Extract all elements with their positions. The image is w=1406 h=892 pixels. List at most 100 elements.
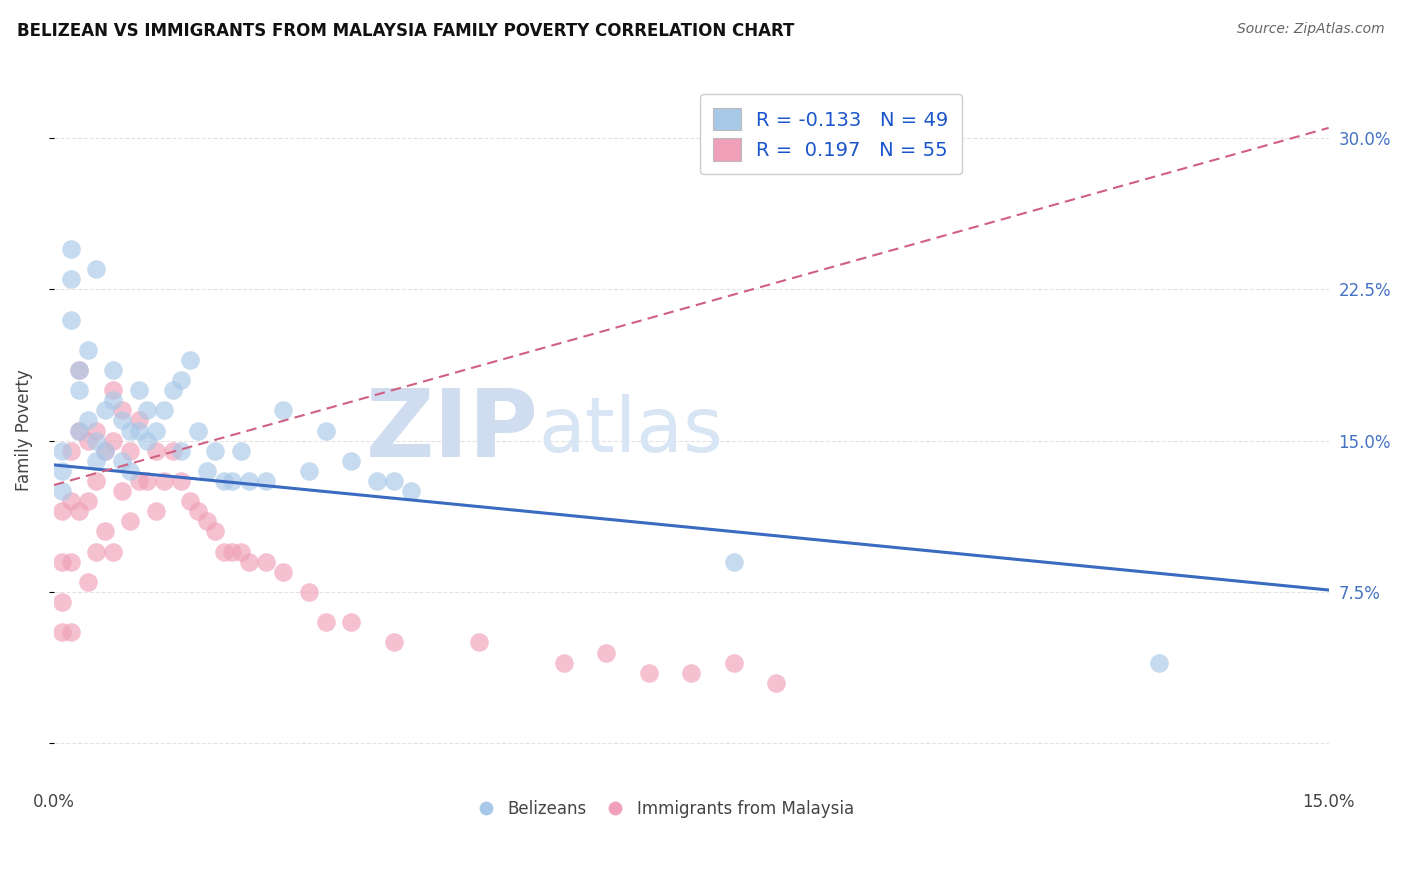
Point [51,504,73,518]
Point [94,443,117,458]
Point [315,424,337,438]
Point [59,242,82,256]
Point [187,504,209,518]
Point [120,515,142,529]
Point [128,424,150,438]
Point [120,424,142,438]
Point [136,474,159,488]
Point [723,656,745,670]
Point [162,443,184,458]
Point [51,464,73,478]
Point [145,443,167,458]
Point [340,454,363,468]
Point [128,474,150,488]
Point [298,585,321,599]
Text: ZIP: ZIP [366,384,538,476]
Point [51,555,73,569]
Point [170,373,193,387]
Point [59,272,82,286]
Point [254,555,277,569]
Point [179,353,201,368]
Point [681,665,703,680]
Point [67,424,90,438]
Point [94,403,117,417]
Point [67,504,90,518]
Point [67,363,90,377]
Point [153,474,176,488]
Point [111,454,134,468]
Point [204,443,226,458]
Point [103,393,125,408]
Point [187,424,209,438]
Point [399,484,422,499]
Point [238,555,260,569]
Point [136,434,159,448]
Point [67,383,90,397]
Point [382,635,405,649]
Point [298,464,321,478]
Point [315,615,337,630]
Point [59,494,82,508]
Point [120,443,142,458]
Point [145,504,167,518]
Point [136,403,159,417]
Point [221,544,243,558]
Point [765,676,787,690]
Point [204,524,226,539]
Point [637,665,659,680]
Point [103,544,125,558]
Text: Source: ZipAtlas.com: Source: ZipAtlas.com [1237,22,1385,37]
Point [120,464,142,478]
Point [111,413,134,427]
Point [59,625,82,640]
Point [76,413,98,427]
Point [212,544,235,558]
Point [86,454,108,468]
Point [254,474,277,488]
Point [51,595,73,609]
Point [51,484,73,499]
Point [86,424,108,438]
Point [195,515,218,529]
Point [221,474,243,488]
Point [59,312,82,326]
Point [86,544,108,558]
Point [94,524,117,539]
Point [103,363,125,377]
Point [111,484,134,499]
Point [103,434,125,448]
Point [229,443,252,458]
Point [212,474,235,488]
Point [59,443,82,458]
Point [195,464,218,478]
Point [170,474,193,488]
Point [67,424,90,438]
Point [76,343,98,357]
Legend: Belizeans, Immigrants from Malaysia: Belizeans, Immigrants from Malaysia [471,794,860,825]
Point [128,413,150,427]
Point [553,656,575,670]
Point [723,555,745,569]
Point [86,434,108,448]
Point [51,625,73,640]
Text: BELIZEAN VS IMMIGRANTS FROM MALAYSIA FAMILY POVERTY CORRELATION CHART: BELIZEAN VS IMMIGRANTS FROM MALAYSIA FAM… [17,22,794,40]
Point [1147,656,1170,670]
Point [366,474,388,488]
Point [94,443,117,458]
Point [229,544,252,558]
Point [340,615,363,630]
Point [76,574,98,589]
Point [153,403,176,417]
Point [86,474,108,488]
Point [238,474,260,488]
Point [86,262,108,277]
Point [76,494,98,508]
Point [382,474,405,488]
Point [59,555,82,569]
Point [595,646,617,660]
Point [468,635,491,649]
Point [162,383,184,397]
Point [179,494,201,508]
Point [76,434,98,448]
Point [67,363,90,377]
